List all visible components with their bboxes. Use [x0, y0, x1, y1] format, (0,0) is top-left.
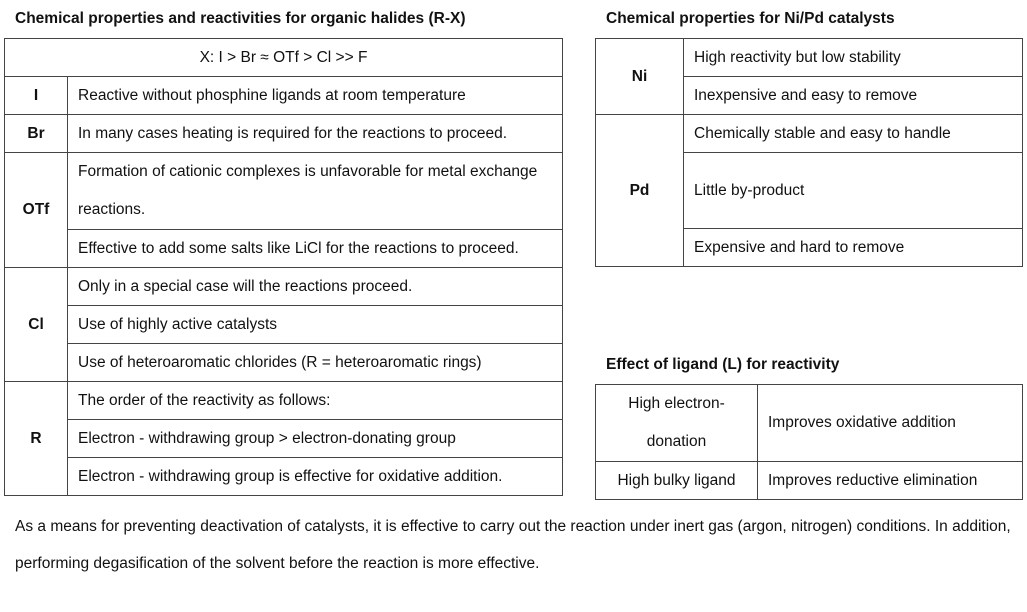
row-key: Pd — [595, 114, 684, 267]
cell: Formation of cationic complexes is unfav… — [67, 152, 563, 230]
cell: Chemically stable and easy to handle — [683, 114, 1023, 153]
cell: Reactive without phosphine ligands at ro… — [67, 76, 563, 115]
cell: Inexpensive and easy to remove — [683, 76, 1023, 115]
row-key: OTf — [4, 152, 68, 268]
row-key: R — [4, 381, 68, 496]
cell: Improves oxidative addition — [757, 384, 1023, 462]
row-key: High bulky ligand — [595, 461, 758, 500]
cell: Expensive and hard to remove — [683, 228, 1023, 267]
halides-title: Chemical properties and reactivities for… — [15, 10, 466, 27]
catalysts-table: Ni High reactivity but low stability Inex… — [595, 38, 1023, 267]
ligand-title: Effect of ligand (L) for reactivity — [606, 356, 840, 373]
row-key: I — [4, 76, 68, 115]
reactivity-order: X: I > Br ≈ OTf > Cl >> F — [4, 38, 563, 77]
cell: Use of heteroaromatic chlorides (R = het… — [67, 343, 563, 382]
row-key: High electron-donation — [595, 384, 758, 462]
cell: Use of highly active catalysts — [67, 305, 563, 344]
row-key: Br — [4, 114, 68, 153]
cell: Electron - withdrawing group is effectiv… — [67, 457, 563, 496]
cell: Effective to add some salts like LiCl fo… — [67, 229, 563, 268]
halides-table: X: I > Br ≈ OTf > Cl >> F I Reactive with… — [4, 38, 563, 496]
note-paragraph: As a means for preventing deactivation o… — [15, 518, 1011, 572]
row-key: Cl — [4, 267, 68, 382]
cell: In many cases heating is required for th… — [67, 114, 563, 153]
cell: The order of the reactivity as follows: — [67, 381, 563, 420]
cell: Only in a special case will the reaction… — [67, 267, 563, 306]
catalysts-title: Chemical properties for Ni/Pd catalysts — [606, 10, 895, 27]
cell: High reactivity but low stability — [683, 38, 1023, 77]
cell: Electron - withdrawing group > electron-… — [67, 419, 563, 458]
ligand-table: High electron-donation Improves oxidative… — [595, 384, 1023, 500]
cell: Little by-product — [683, 152, 1023, 229]
row-key: Ni — [595, 38, 684, 115]
cell: Improves reductive elimination — [757, 461, 1023, 500]
